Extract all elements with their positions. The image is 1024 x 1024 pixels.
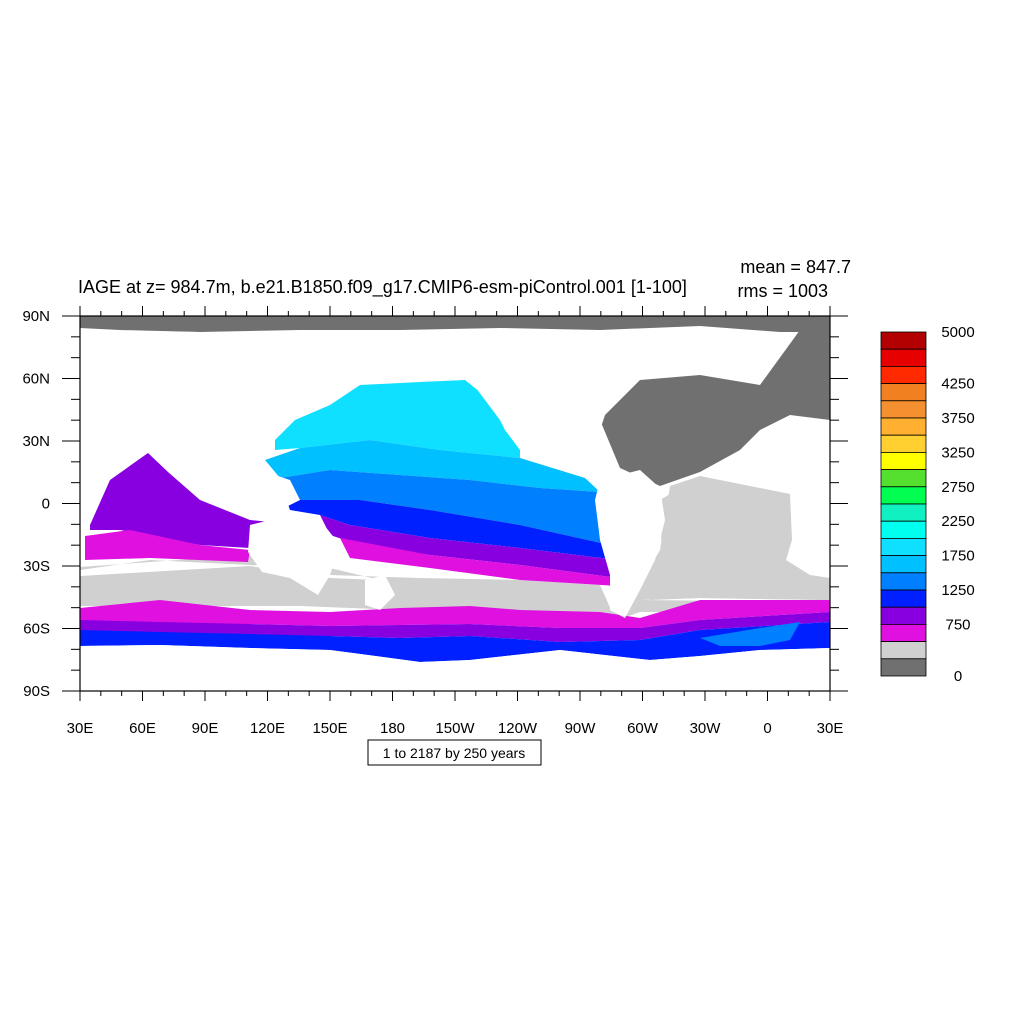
x-tick-label: 0	[763, 720, 771, 737]
colorbar-swatch	[880, 417, 927, 436]
colorbar: 5000 4250 3750 3250 2750 2250 1750 1250 750 0	[880, 324, 975, 685]
colorbar-label: 2250	[941, 513, 974, 530]
colorbar-swatch	[880, 331, 927, 350]
colorbar-swatch	[880, 400, 927, 419]
indonesia-land	[220, 470, 300, 510]
colorbar-swatch	[880, 658, 927, 677]
indian-ocean-purple	[90, 453, 270, 548]
colorbar-label: 3250	[941, 444, 974, 461]
colorbar-swatch	[880, 520, 927, 539]
x-tick-label: 180	[380, 720, 405, 737]
colorbar-label: 0	[954, 668, 962, 685]
colorbar-label: 750	[945, 616, 970, 633]
colorbar-swatch	[880, 486, 927, 505]
north-atlantic-dark	[600, 330, 830, 486]
footer-box-text: 1 to 2187 by 250 years	[383, 745, 525, 761]
y-tick-label: 60N	[22, 371, 50, 388]
x-tick-label: 60E	[129, 720, 156, 737]
mean-stat: mean = 847.7	[740, 257, 851, 277]
x-tick-label: 150E	[312, 720, 347, 737]
pacific-band-1000	[285, 495, 618, 560]
pacific-band-1750	[275, 380, 520, 458]
southern-ocean-magenta	[80, 600, 830, 628]
map-axes: 30E 60E 90E 120E 150E 180 150W 120W 90W 60W 30W 0 30…	[22, 306, 848, 737]
footer-box-frame	[367, 739, 542, 766]
map-plot-area	[80, 316, 830, 691]
colorbar-label: 1750	[941, 548, 974, 565]
colorbar-swatch	[880, 538, 927, 557]
colorbar-swatch	[880, 503, 927, 522]
colorbar-swatch	[880, 624, 927, 643]
y-tick-label: 0	[42, 496, 50, 513]
x-tick-label: 90E	[192, 720, 219, 737]
y-tick-label: 90N	[22, 308, 50, 325]
new-zealand-land	[365, 575, 395, 610]
colorbar-swatch	[880, 589, 927, 608]
indian-ocean-magenta-band	[85, 530, 250, 562]
pacific-band-1500	[265, 440, 600, 492]
south-america-land	[595, 470, 665, 618]
colorbar-swatch	[880, 365, 927, 384]
x-tick-label: 30E	[817, 720, 844, 737]
rms-stat: rms = 1003	[737, 281, 828, 301]
colorbar-swatch	[880, 451, 927, 470]
colorbar-swatch	[880, 641, 927, 660]
south-atlantic-gray	[650, 476, 830, 600]
x-tick-label: 30E	[67, 720, 94, 737]
colorbar-swatch	[880, 383, 927, 402]
colorbar-label: 4250	[941, 376, 974, 393]
y-tick-label: 30S	[23, 558, 50, 575]
colorbar-swatch	[880, 434, 927, 453]
pacific-band-500	[340, 538, 618, 586]
x-tick-label: 60W	[627, 720, 659, 737]
y-tick-label: 60S	[23, 621, 50, 638]
x-tick-label: 30W	[690, 720, 722, 737]
colorbar-label: 2750	[941, 479, 974, 496]
arctic-ocean	[80, 316, 830, 332]
colorbar-label: 5000	[941, 324, 974, 341]
x-tick-label: 120E	[250, 720, 285, 737]
x-tick-label: 150W	[435, 720, 475, 737]
colorbar-swatch	[880, 606, 927, 625]
colorbar-swatch	[880, 469, 927, 488]
weddell-lightblue	[700, 622, 800, 646]
africa-land	[80, 330, 300, 480]
colorbar-label: 1250	[941, 582, 974, 599]
y-tick-label: 90S	[23, 683, 50, 700]
southern-ocean-blue	[80, 622, 830, 662]
pacific-band-1250	[280, 470, 610, 545]
colorbar-label: 3750	[941, 410, 974, 427]
australia-land	[248, 515, 340, 595]
southern-ocean-gray-band-lower	[80, 566, 830, 622]
colorbar-swatch	[880, 348, 927, 367]
colorbar-swatch	[880, 572, 927, 591]
north-america-land	[400, 330, 640, 470]
antarctica-land	[80, 645, 830, 691]
pacific-band-750	[320, 515, 618, 578]
x-tick-label: 120W	[498, 720, 538, 737]
colorbar-swatch	[880, 555, 927, 574]
x-tick-label: 90W	[565, 720, 597, 737]
map-title: IAGE at z= 984.7m, b.e21.B1850.f09_g17.C…	[78, 277, 687, 298]
y-tick-label: 30N	[22, 433, 50, 450]
